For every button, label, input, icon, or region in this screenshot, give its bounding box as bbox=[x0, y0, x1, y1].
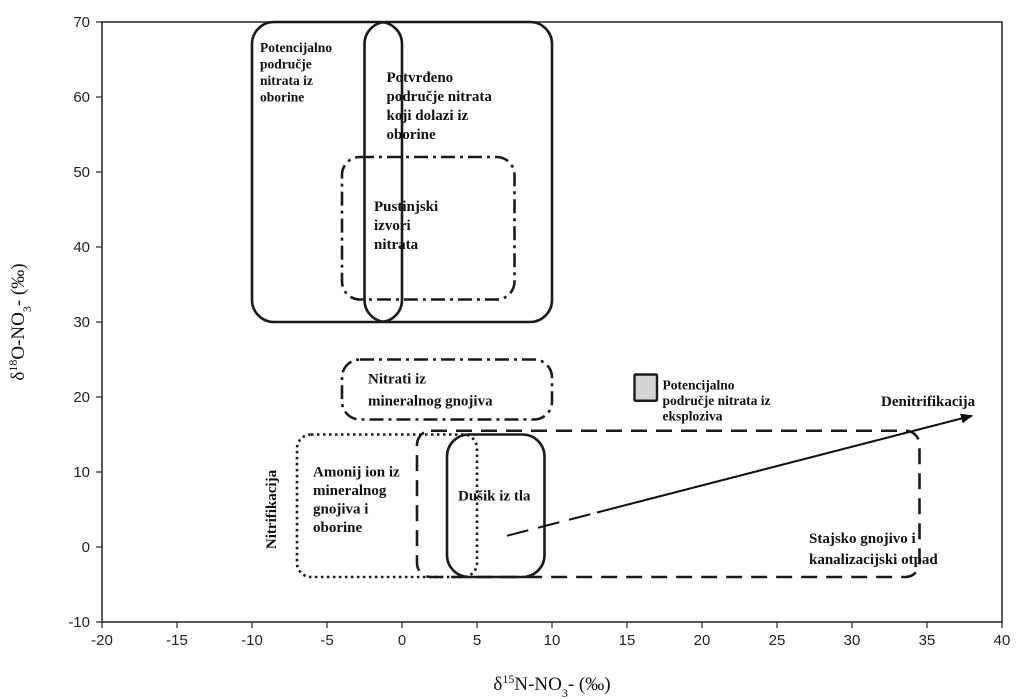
region-label-line: oborine bbox=[260, 90, 304, 105]
region-label-explosives: Potencijalno područje nitrata iz eksploziv… bbox=[663, 378, 771, 424]
regions bbox=[250, 20, 921, 579]
region-desert bbox=[340, 155, 516, 301]
region-label-soil-n: Dušik iz tla bbox=[458, 489, 531, 505]
x-tick-label: 35 bbox=[919, 632, 936, 649]
x-tick-label: -20 bbox=[91, 632, 113, 649]
region-label-desert: Pustinjski izvori nitrata bbox=[374, 199, 438, 253]
x-axis-ticks: -20 -15 -10 -5 0 5 10 15 20 25 30 35 40 bbox=[91, 622, 1010, 649]
denitrification-arrow bbox=[506, 413, 973, 537]
region-label-manure: Stajsko gnojivo i kanalizacijski otpad bbox=[809, 531, 938, 568]
region-label-mineral-fertilizer: Nitrati iz mineralnog gnojiva bbox=[368, 372, 493, 410]
region-label-line: koji dolazi iz bbox=[387, 108, 469, 124]
region-label-line: oborine bbox=[387, 127, 437, 143]
region-label-line: Potencijalno bbox=[663, 378, 735, 393]
x-axis-title: δ15N-NO3- (‰) bbox=[493, 672, 610, 699]
region-label-line: Potencijalno bbox=[260, 40, 332, 55]
x-tick-label: 25 bbox=[769, 632, 786, 649]
y-tick-label: 50 bbox=[73, 164, 90, 181]
region-mineral-fertilizer bbox=[340, 358, 554, 421]
region-label-line: nitrata iz bbox=[260, 73, 313, 88]
x-tick-label: 15 bbox=[619, 632, 636, 649]
y-tick-label: 0 bbox=[82, 539, 90, 556]
region-label-confirmed-precip: Potvrđeno područje nitrata koji dolazi iz o… bbox=[387, 70, 493, 143]
x-tick-label: 10 bbox=[544, 632, 561, 649]
region-label-line: Amonij ion iz bbox=[313, 465, 400, 481]
x-tick-label: 20 bbox=[694, 632, 711, 649]
region-soil-n bbox=[445, 433, 546, 579]
x-tick-label: -5 bbox=[320, 632, 333, 649]
region-label-line: Nitrati iz bbox=[368, 372, 426, 388]
x-tick-label: 30 bbox=[844, 632, 861, 649]
x-tick-label: 0 bbox=[398, 632, 406, 649]
x-tick-label: 40 bbox=[994, 632, 1011, 649]
annotation-nitrification: Nitrifikacija bbox=[264, 469, 280, 549]
region-label-line: mineralnog bbox=[313, 483, 387, 499]
region-manure bbox=[415, 429, 921, 579]
region-labels: Potencijalno područje nitrata iz oborinePot… bbox=[260, 40, 976, 568]
region-label-ammonium: Amonij ion iz mineralnog gnojiva i oborine bbox=[313, 465, 400, 537]
region-label-line: mineralnog gnojiva bbox=[368, 394, 493, 410]
region-label-line: Pustinjski bbox=[374, 199, 438, 215]
region-label-potential-precip: Potencijalno područje nitrata iz oborine bbox=[260, 40, 332, 105]
region-explosives bbox=[633, 373, 659, 402]
y-tick-label: -10 bbox=[68, 614, 90, 631]
region-confirmed-precip bbox=[363, 20, 554, 324]
region-label-line: područje bbox=[260, 57, 312, 72]
annotation-denitrification: Denitrifikacija bbox=[881, 394, 976, 410]
x-tick-label: -15 bbox=[166, 632, 188, 649]
region-label-line: kanalizacijski otpad bbox=[809, 552, 938, 568]
x-tick-label: 5 bbox=[473, 632, 481, 649]
region-potential-precip bbox=[250, 20, 404, 324]
y-axis-ticks: -10 0 10 20 30 40 50 60 70 bbox=[68, 14, 102, 631]
region-label-line: područje nitrata iz bbox=[663, 393, 771, 408]
y-axis-title: δ18O-NO3- (‰) bbox=[6, 263, 34, 380]
y-tick-label: 30 bbox=[73, 314, 90, 331]
region-label-line: Stajsko gnojivo i bbox=[809, 531, 916, 547]
arrow-solid-segment bbox=[596, 413, 973, 514]
y-tick-label: 60 bbox=[73, 89, 90, 106]
arrow-dashed-segment bbox=[506, 511, 598, 537]
region-label-line: područje nitrata bbox=[387, 89, 493, 105]
y-tick-label: 70 bbox=[73, 14, 90, 31]
region-label-line: gnojiva i bbox=[313, 502, 368, 518]
region-label-line: Dušik iz tla bbox=[458, 489, 531, 505]
region-label-line: izvori bbox=[374, 218, 411, 234]
y-tick-label: 10 bbox=[73, 464, 90, 481]
region-ammonium bbox=[295, 433, 479, 579]
region-label-line: eksploziva bbox=[663, 409, 723, 424]
region-label-line: Potvrđeno bbox=[387, 70, 454, 86]
y-tick-label: 20 bbox=[73, 389, 90, 406]
region-label-line: nitrata bbox=[374, 237, 419, 253]
y-tick-label: 40 bbox=[73, 239, 90, 256]
x-tick-label: -10 bbox=[241, 632, 263, 649]
region-label-line: oborine bbox=[313, 520, 363, 536]
